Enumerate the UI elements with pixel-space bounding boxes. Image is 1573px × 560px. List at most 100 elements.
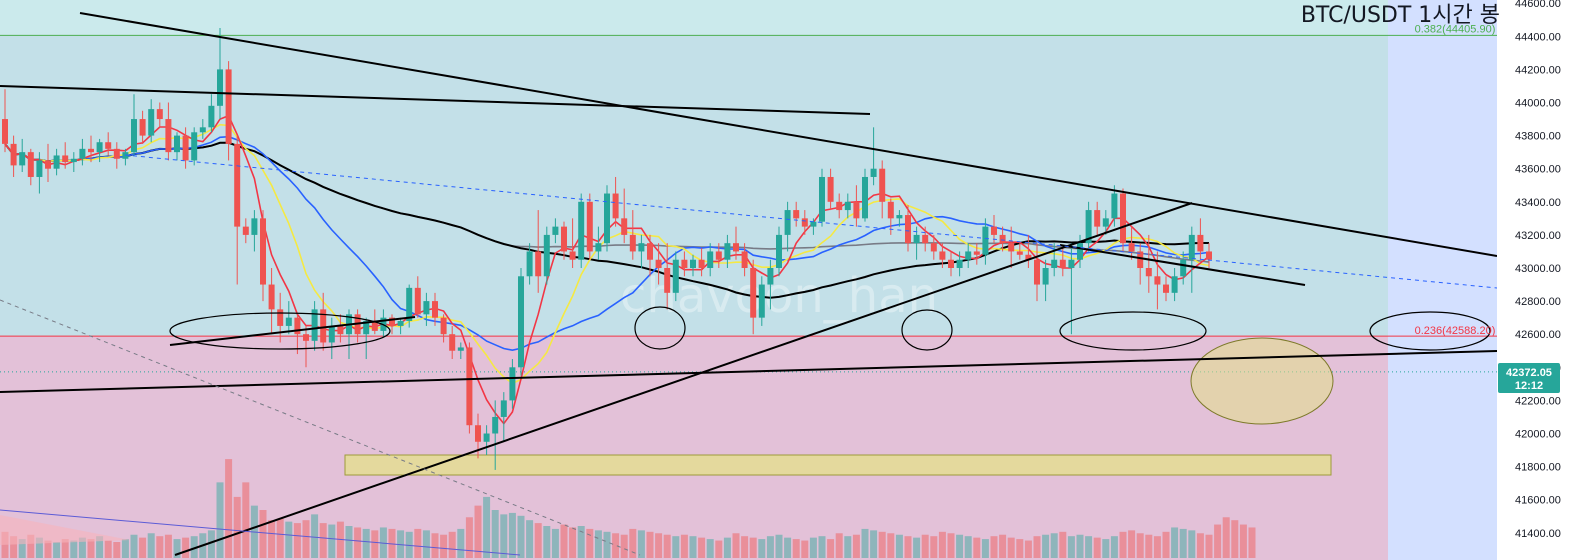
candle-body bbox=[1197, 234, 1204, 252]
volume-bar bbox=[852, 534, 860, 558]
candle-body bbox=[879, 168, 886, 202]
candle-body bbox=[1128, 243, 1135, 252]
chart-title: BTC/USDT 1시간 봉 bbox=[1301, 3, 1500, 28]
candle-body bbox=[208, 105, 215, 128]
volume-bar bbox=[121, 539, 129, 558]
current-price-label: 42372.05 bbox=[1506, 367, 1552, 379]
volume-bars bbox=[1, 459, 1256, 558]
volume-bar bbox=[586, 528, 594, 558]
candle-body bbox=[698, 259, 705, 268]
candle-body bbox=[604, 193, 610, 244]
candle-body bbox=[844, 201, 851, 211]
candle-body bbox=[1120, 193, 1126, 244]
candle-body bbox=[199, 127, 206, 133]
candle-body bbox=[62, 155, 69, 163]
candle-body bbox=[939, 251, 946, 260]
price-tick-label: 43200.00 bbox=[1515, 230, 1561, 242]
volume-bar bbox=[534, 523, 542, 558]
candle-body bbox=[629, 234, 636, 252]
candle-body bbox=[621, 218, 628, 235]
price-tick-label: 44600.00 bbox=[1515, 0, 1561, 10]
plot-area[interactable]: chavoon_han bbox=[0, 12, 1497, 558]
candle-body bbox=[260, 218, 266, 285]
candle-body bbox=[36, 160, 43, 177]
dashed-blue bbox=[124, 154, 1497, 289]
price-tick-label: 42600.00 bbox=[1515, 329, 1561, 341]
price-tick-label: 43400.00 bbox=[1515, 197, 1561, 209]
volume-bar bbox=[904, 536, 912, 558]
volume-bar bbox=[1119, 531, 1127, 558]
volume-bar bbox=[130, 534, 138, 558]
trendline-up-long bbox=[0, 350, 1497, 393]
volume-bar bbox=[629, 528, 637, 558]
volume-bar bbox=[96, 536, 104, 558]
volume-bar bbox=[1128, 530, 1136, 558]
volume-bar bbox=[1, 531, 9, 558]
candle-body bbox=[475, 425, 481, 442]
volume-bar bbox=[551, 528, 559, 558]
volume-bar bbox=[293, 523, 301, 558]
candle-body bbox=[741, 251, 748, 268]
candle-body bbox=[518, 276, 524, 368]
volume-bar bbox=[35, 537, 43, 558]
candle-body bbox=[509, 367, 516, 401]
volume-bar bbox=[207, 530, 215, 558]
price-tick-label: 43800.00 bbox=[1515, 131, 1561, 143]
candle-body bbox=[88, 148, 94, 153]
current-price-badge: 42372.05 12:12 bbox=[1498, 363, 1560, 393]
support-zone-box bbox=[344, 454, 1332, 476]
volume-bar bbox=[732, 533, 740, 558]
volume-bar bbox=[801, 540, 809, 558]
candle-body bbox=[414, 287, 421, 315]
price-tick-label: 41800.00 bbox=[1515, 462, 1561, 474]
volume-bar bbox=[560, 524, 568, 558]
price-tick-label: 42200.00 bbox=[1515, 395, 1561, 407]
candle-body bbox=[1051, 259, 1058, 268]
candle-body bbox=[819, 176, 825, 222]
volume-bar bbox=[835, 533, 843, 558]
volume-bar bbox=[345, 526, 353, 558]
candle-body bbox=[45, 160, 51, 169]
candle-body bbox=[1016, 251, 1023, 255]
volume-bar bbox=[646, 531, 654, 558]
trendline-up-steep bbox=[174, 202, 1193, 556]
volume-bar bbox=[354, 527, 362, 558]
volume-bar bbox=[741, 536, 749, 558]
volume-bar bbox=[913, 537, 921, 558]
candle-body bbox=[328, 325, 335, 343]
volume-bar bbox=[818, 536, 826, 558]
fib-zone-lower bbox=[0, 336, 1388, 560]
candle-body bbox=[999, 234, 1006, 244]
volume-bar bbox=[956, 534, 964, 558]
candle-body bbox=[96, 142, 103, 153]
candle-body bbox=[543, 234, 550, 277]
volume-bar bbox=[964, 536, 972, 558]
candle-body bbox=[1145, 268, 1152, 277]
candle-body bbox=[1094, 210, 1101, 227]
candle-body bbox=[991, 226, 997, 235]
volume-bar bbox=[758, 539, 766, 558]
volume-bar bbox=[1033, 536, 1041, 558]
candle-body bbox=[242, 226, 249, 235]
volume-bar bbox=[78, 537, 86, 558]
candle-body bbox=[191, 132, 198, 161]
candle-body bbox=[303, 334, 309, 341]
volume-bar bbox=[457, 528, 465, 558]
support-zone bbox=[344, 337, 1334, 476]
volume-bar bbox=[663, 534, 671, 558]
volume-bar bbox=[1162, 531, 1170, 558]
candle-body bbox=[681, 259, 688, 268]
trendline-down-major bbox=[79, 12, 1497, 257]
volume-bar bbox=[569, 527, 577, 558]
candle-body bbox=[1042, 268, 1049, 285]
candle-body bbox=[664, 268, 671, 293]
volume-bar bbox=[1093, 537, 1101, 558]
candle-body bbox=[174, 135, 180, 153]
candle-body bbox=[793, 210, 800, 219]
volume-bar bbox=[113, 542, 121, 558]
volume-bar bbox=[147, 533, 155, 558]
candle-body bbox=[870, 168, 877, 177]
candle-body bbox=[53, 155, 60, 169]
